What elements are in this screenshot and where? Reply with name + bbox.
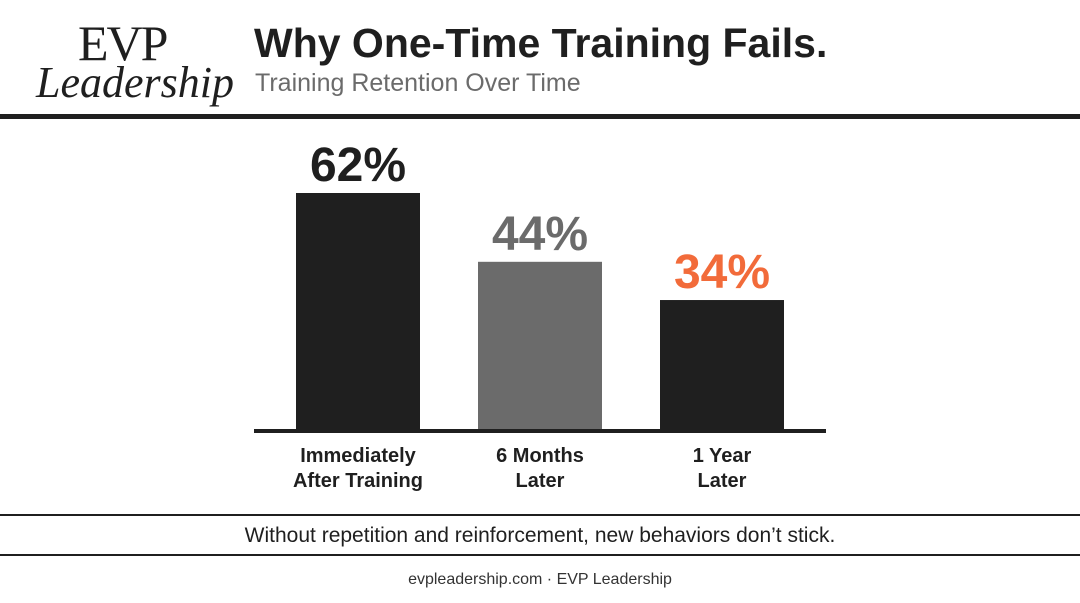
tagline-text: Without repetition and reinforcement, ne… (244, 524, 836, 547)
category-label-1-line-1: Immediately (300, 445, 416, 467)
category-label-3-line-2: Later (698, 470, 747, 492)
header-divider (0, 114, 1080, 119)
logo-leadership-text: Leadership (36, 58, 234, 107)
category-label-1-line-2: After Training (293, 470, 423, 492)
retention-bar-chart: 62% Immediately After Training 44% 6 Months L… (254, 139, 826, 492)
value-label-3: 34% (674, 246, 770, 299)
value-label-1: 62% (310, 139, 406, 192)
page-title: Why One-Time Training Fails. (254, 20, 828, 66)
bar-1 (296, 193, 420, 430)
footer-text: evpleadership.com · EVP Leadership (408, 571, 672, 588)
brand-logo: EVP Leadership (36, 14, 234, 109)
bar-2 (478, 261, 602, 430)
value-label-2: 44% (492, 208, 588, 261)
category-label-2-line-2: Later (516, 470, 565, 492)
page-subtitle: Training Retention Over Time (255, 69, 581, 97)
tagline-band: Without repetition and reinforcement, ne… (0, 514, 1080, 556)
category-label-3-line-1: 1 Year (693, 445, 752, 467)
logo-evp-text: EVP (78, 15, 168, 71)
bar-3 (660, 300, 784, 430)
x-axis-baseline (254, 429, 826, 433)
category-label-2-line-1: 6 Months (496, 445, 584, 467)
